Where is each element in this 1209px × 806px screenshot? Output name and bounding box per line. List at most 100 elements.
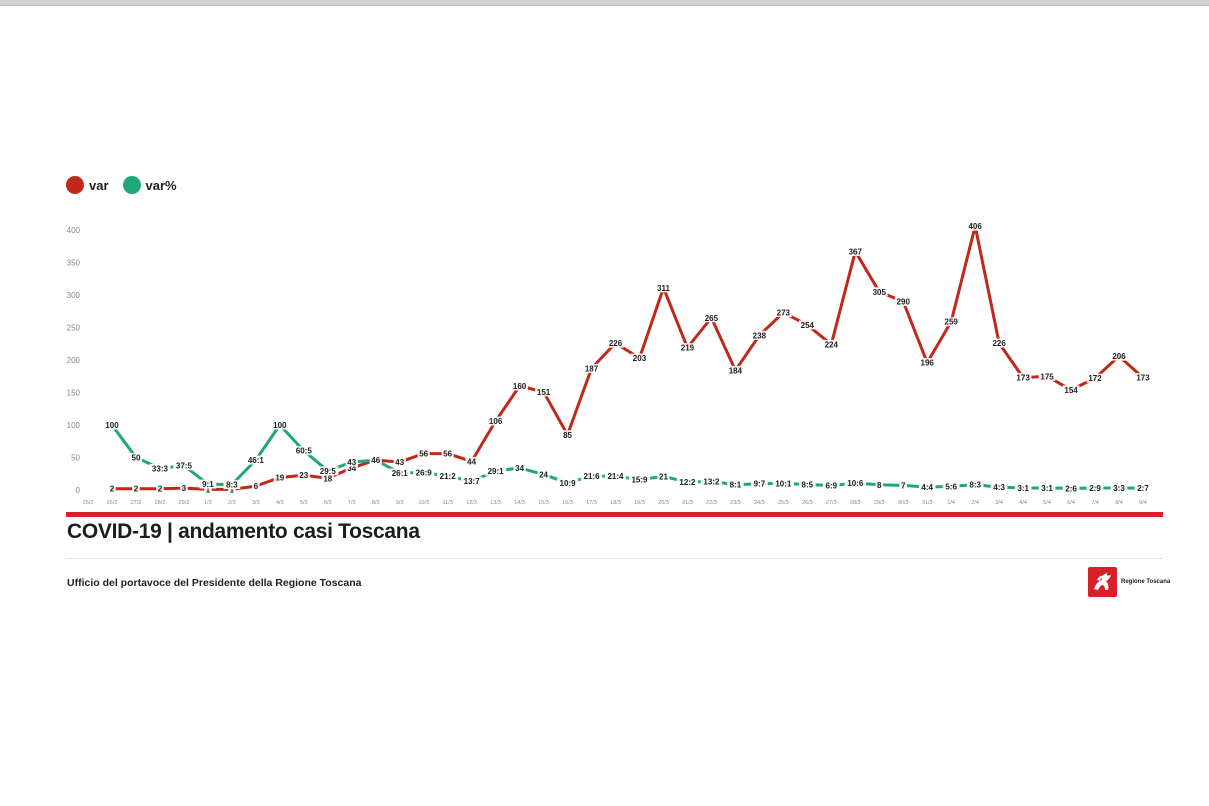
data-label-bg — [108, 484, 116, 494]
data-label: 2 — [134, 485, 139, 494]
data-label-bg — [822, 481, 840, 491]
data-label: 5:6 — [945, 482, 957, 491]
data-label-bg — [561, 430, 574, 440]
legend-item-var[interactable]: var — [66, 176, 109, 194]
x-tick-label: 23/3 — [730, 500, 741, 506]
divider — [66, 558, 1163, 559]
x-tick-label: 14/3 — [514, 500, 525, 506]
x-tick-label: 2/3 — [228, 500, 236, 506]
data-label: 21 — [659, 472, 668, 481]
x-tick-label: 3/3 — [252, 500, 260, 506]
data-label-bg — [535, 387, 552, 397]
y-tick-label: 150 — [67, 389, 81, 398]
data-label: 224 — [825, 340, 839, 349]
data-label: 10:1 — [775, 479, 792, 488]
data-label-bg — [484, 466, 507, 476]
data-label: 56 — [419, 450, 428, 459]
data-label: 26:9 — [416, 469, 433, 478]
x-tick-label: 4/3 — [276, 500, 284, 506]
data-label: 187 — [585, 364, 599, 373]
window-top-bar — [0, 0, 1209, 6]
data-label: 106 — [489, 417, 503, 426]
title-accent-bar — [66, 512, 1163, 517]
data-label: 3:3 — [1113, 484, 1125, 493]
data-label: 2:6 — [1065, 484, 1077, 493]
data-label-bg — [173, 461, 195, 471]
data-label: 175 — [1040, 372, 1054, 381]
x-tick-label: 29/3 — [874, 500, 885, 506]
data-label-bg — [679, 343, 696, 353]
data-label-bg — [942, 317, 960, 327]
x-tick-label: 29/2 — [179, 500, 190, 506]
x-tick-label: 18/3 — [610, 500, 621, 506]
x-tick-label: 11/3 — [443, 500, 453, 506]
x-tick-label: 10/3 — [418, 500, 429, 506]
legend-item-var-pct[interactable]: var% — [122, 176, 177, 194]
data-label: 8:3 — [226, 481, 238, 490]
pegasus-icon — [1088, 567, 1117, 597]
data-label-bg — [1110, 351, 1128, 361]
data-label: 273 — [777, 309, 791, 318]
data-label-bg — [513, 463, 526, 473]
data-label-bg — [1014, 483, 1032, 493]
data-label-bg — [223, 480, 241, 490]
x-tick-label: 31/3 — [922, 500, 933, 506]
data-label-bg — [798, 320, 816, 330]
data-label-bg — [252, 481, 260, 491]
data-label-bg — [750, 330, 768, 340]
y-tick-label: 100 — [67, 421, 81, 430]
data-label: 4:3 — [993, 483, 1005, 492]
data-label: 406 — [968, 222, 982, 231]
data-label-bg — [1062, 385, 1080, 395]
data-label-bg — [583, 363, 600, 373]
x-tick-label: 28/2 — [155, 500, 166, 506]
data-label-bg — [607, 338, 624, 348]
data-label-bg — [655, 283, 672, 293]
data-label: 12:2 — [679, 478, 696, 487]
data-label-bg — [245, 455, 267, 465]
data-label-bg — [894, 297, 912, 306]
data-label: 19 — [275, 474, 284, 483]
data-label: 160 — [513, 382, 527, 391]
data-label-bg — [822, 339, 840, 349]
data-label: 367 — [849, 247, 863, 256]
x-tick-label: 5/4 — [1043, 500, 1051, 506]
data-label: 56 — [443, 450, 452, 459]
x-tick-label: 9/3 — [396, 500, 404, 506]
data-label: 8:3 — [969, 481, 981, 490]
y-tick-label: 50 — [71, 454, 80, 463]
data-label-bg — [487, 416, 505, 426]
data-label-bg — [228, 484, 236, 494]
x-tick-label: 5/3 — [300, 500, 308, 506]
x-tick-label: 27/3 — [826, 500, 837, 506]
data-label-bg — [966, 480, 984, 490]
page-title: COVID-19 | andamento casi Toscana — [67, 520, 420, 543]
data-label: 2 — [110, 485, 115, 494]
data-label-bg — [631, 353, 648, 363]
credit-text: Ufficio del portavoce del Presidente del… — [67, 577, 362, 589]
data-label-bg — [271, 420, 289, 430]
data-label: 259 — [945, 318, 959, 327]
data-label: 85 — [563, 431, 572, 440]
data-label-bg — [1086, 373, 1104, 383]
data-label-bg — [1110, 483, 1128, 493]
data-label-bg — [875, 480, 884, 490]
data-label: 21:6 — [584, 472, 601, 481]
data-label: 100 — [105, 421, 119, 430]
data-label: 3:1 — [1017, 484, 1029, 493]
data-label-bg — [1062, 483, 1080, 493]
data-label: 44 — [467, 457, 476, 466]
data-label: 60:5 — [296, 447, 313, 456]
data-label-bg — [369, 455, 382, 465]
data-label-bg — [846, 246, 864, 256]
data-label: 13:2 — [703, 477, 720, 486]
data-label: 203 — [633, 354, 647, 363]
data-label-bg — [441, 449, 454, 459]
data-label: 1 — [230, 485, 235, 494]
data-label-bg — [703, 313, 720, 323]
data-label: 3 — [182, 484, 187, 493]
data-label-bg — [317, 466, 339, 476]
data-label: 226 — [992, 339, 1006, 348]
data-label: 265 — [705, 314, 719, 323]
legend-swatch-var — [66, 176, 84, 194]
